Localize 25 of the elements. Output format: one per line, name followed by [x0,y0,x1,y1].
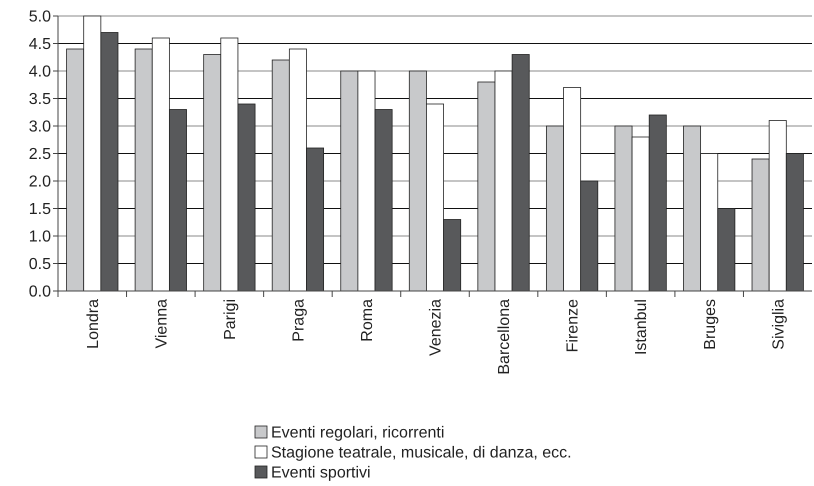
y-tick-label: 5.0 [28,8,52,26]
y-tick-label: 4.0 [28,64,52,81]
x-tick-label: Parigi [222,299,239,340]
x-tick-label: Roma [359,298,376,342]
y-tick-label: 3.5 [28,91,52,108]
x-tick-label: Praga [290,298,308,342]
y-tick-label: 1.0 [28,228,52,246]
y-tick-label: 0.5 [28,256,52,274]
x-tick-label: Londra [84,298,102,349]
y-tick-label: 1.5 [28,201,52,218]
y-tick-label: 2.0 [28,174,52,191]
x-tick-label: Vienna [153,298,170,349]
legend-label: Eventi regolari, ricorrenti [271,424,444,442]
legend-label: Eventi sportivi [271,464,371,482]
x-tick-label: Barcellona [496,298,514,375]
x-tick-label: Siviglia [770,298,788,350]
y-tick-label: 3.0 [28,118,52,136]
legend-label: Stagione teatrale, musicale, di danza, ecc. [271,444,572,462]
y-tick-label: 4.5 [28,36,52,54]
x-tick-label: Firenze [564,298,582,352]
x-tick-label: Istanbul [633,299,650,356]
y-tick-label: 0.0 [28,284,52,301]
y-tick-label: 2.5 [28,146,52,164]
x-tick-label: Bruges [702,299,719,350]
x-tick-label: Venezia [428,298,445,356]
